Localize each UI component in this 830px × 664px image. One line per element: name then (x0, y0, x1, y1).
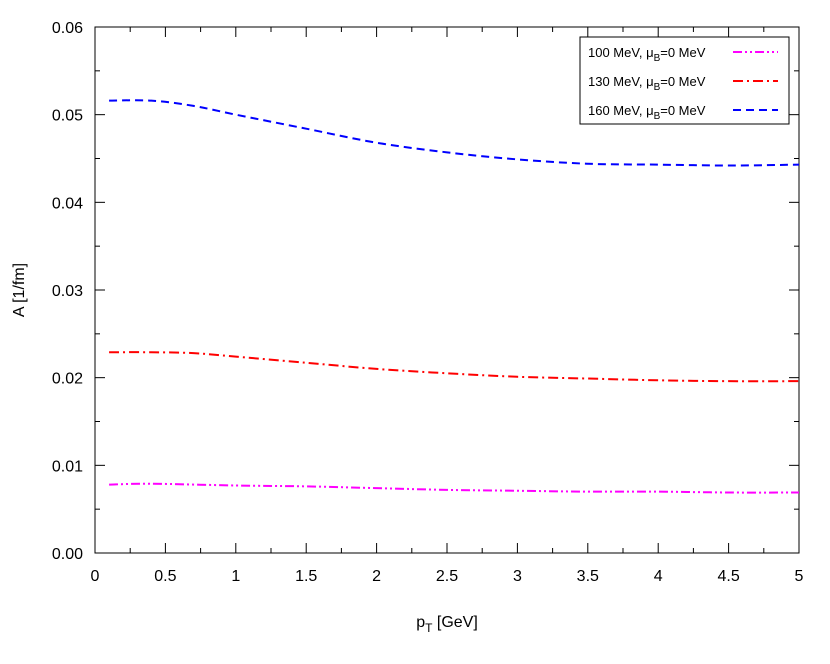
axis-ticks (94, 26, 800, 554)
x-tick-label: 4 (654, 568, 663, 585)
x-tick-labels: 0 0.5 1 1.5 2 2.5 3 3.5 4 4.5 5 (91, 568, 804, 585)
x-tick-label: 3 (513, 568, 522, 585)
x-tick-label: 3.5 (577, 568, 599, 585)
y-tick-label: 0.06 (52, 20, 83, 37)
series-line (109, 482, 800, 494)
series-line (109, 99, 800, 167)
y-tick-label: 0.02 (52, 371, 83, 388)
x-tick-label: 2 (372, 568, 381, 585)
y-tick-label: 0.03 (52, 283, 83, 300)
x-axis-label: pT [GeV] (416, 614, 478, 635)
x-tick-label: 1 (231, 568, 240, 585)
x-tick-label: 5 (795, 568, 804, 585)
x-tick-label: 1.5 (295, 568, 317, 585)
x-tick-label: 0.5 (154, 568, 176, 585)
series-line (109, 351, 800, 383)
series-lines (109, 99, 800, 494)
legend-label: 160 MeV, μB=0 MeV (588, 103, 706, 122)
legend: 100 MeV, μB=0 MeV 130 MeV, μB=0 MeV 160 Me… (579, 36, 790, 125)
x-tick-label: 4.5 (717, 568, 739, 585)
y-tick-label: 0.05 (52, 108, 83, 125)
x-tick-label: 2.5 (436, 568, 458, 585)
y-axis-label: A [1/fm] (11, 263, 28, 317)
legend-label: 130 MeV, μB=0 MeV (588, 74, 706, 93)
x-tick-label: 0 (91, 568, 100, 585)
y-tick-label: 0.01 (52, 458, 83, 475)
legend-label: 100 MeV, μB=0 MeV (588, 45, 706, 64)
y-tick-label: 0.04 (52, 195, 83, 212)
y-tick-label: 0.00 (52, 546, 83, 563)
y-tick-labels: 0.00 0.01 0.02 0.03 0.04 0.05 0.06 (52, 20, 83, 563)
